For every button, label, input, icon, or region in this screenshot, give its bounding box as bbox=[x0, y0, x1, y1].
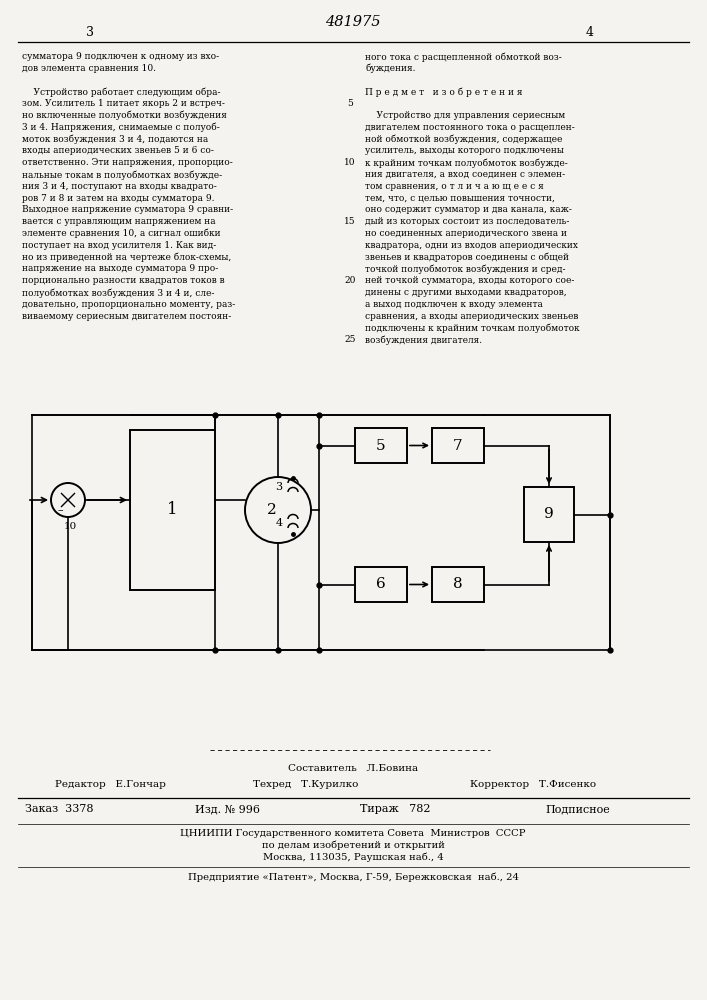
Text: квадратора, одни из входов апериодических: квадратора, одни из входов апериодически… bbox=[365, 241, 578, 250]
Text: Изд. № 996: Изд. № 996 bbox=[195, 804, 260, 814]
Text: ров 7 и 8 и затем на входы сумматора 9.: ров 7 и 8 и затем на входы сумматора 9. bbox=[22, 194, 214, 203]
Text: 25: 25 bbox=[344, 335, 356, 344]
Text: Предприятие «Патент», Москва, Г-59, Бережковская  наб., 24: Предприятие «Патент», Москва, Г-59, Бере… bbox=[187, 872, 518, 882]
Text: –: – bbox=[57, 505, 63, 515]
Text: но из приведенной на чертеже блок-схемы,: но из приведенной на чертеже блок-схемы, bbox=[22, 253, 231, 262]
Bar bbox=[355, 428, 407, 463]
Text: 6: 6 bbox=[376, 578, 386, 591]
Text: 3 и 4. Напряжения, снимаемые с полуоб-: 3 и 4. Напряжения, снимаемые с полуоб- bbox=[22, 123, 220, 132]
Text: 4: 4 bbox=[276, 518, 283, 528]
Text: Заказ  3378: Заказ 3378 bbox=[25, 804, 93, 814]
Text: 8: 8 bbox=[453, 578, 463, 591]
Text: том сравнения, о т л и ч а ю щ е е с я: том сравнения, о т л и ч а ю щ е е с я bbox=[365, 182, 544, 191]
Text: тем, что, с целью повышения точности,: тем, что, с целью повышения точности, bbox=[365, 194, 555, 203]
Text: вается с управляющим напряжением на: вается с управляющим напряжением на bbox=[22, 217, 216, 226]
Text: ния 3 и 4, поступают на входы квадрато-: ния 3 и 4, поступают на входы квадрато- bbox=[22, 182, 217, 191]
Text: подключены к крайним точкам полуобмоток: подключены к крайним точкам полуобмоток bbox=[365, 323, 580, 333]
Text: Составитель   Л.Бовина: Составитель Л.Бовина bbox=[288, 764, 418, 773]
Text: но соединенных апериодического звена и: но соединенных апериодического звена и bbox=[365, 229, 567, 238]
Text: 4: 4 bbox=[586, 25, 594, 38]
Text: моток возбуждения 3 и 4, подаются на: моток возбуждения 3 и 4, подаются на bbox=[22, 135, 209, 144]
Text: Москва, 113035, Раушская наб., 4: Москва, 113035, Раушская наб., 4 bbox=[262, 853, 443, 862]
Text: ного тока с расщепленной обмоткой воз-: ного тока с расщепленной обмоткой воз- bbox=[365, 52, 562, 62]
Text: оно содержит сумматор и два канала, каж-: оно содержит сумматор и два канала, каж- bbox=[365, 205, 572, 214]
Text: 10: 10 bbox=[64, 522, 76, 531]
Text: напряжение на выходе сумматора 9 про-: напряжение на выходе сумматора 9 про- bbox=[22, 264, 218, 273]
Text: Тираж   782: Тираж 782 bbox=[360, 804, 431, 814]
Text: 481975: 481975 bbox=[325, 15, 381, 29]
Text: но включенные полуобмотки возбуждения: но включенные полуобмотки возбуждения bbox=[22, 111, 227, 120]
Text: дов элемента сравнения 10.: дов элемента сравнения 10. bbox=[22, 64, 156, 73]
Text: 15: 15 bbox=[344, 217, 356, 226]
Text: нальные токам в полуобмотках возбужде-: нальные токам в полуобмотках возбужде- bbox=[22, 170, 222, 180]
Text: к крайним точкам полуобмоток возбужде-: к крайним точкам полуобмоток возбужде- bbox=[365, 158, 568, 168]
Bar bbox=[524, 487, 574, 542]
Text: Подписное: Подписное bbox=[545, 804, 609, 814]
Text: усилитель, выходы которого подключены: усилитель, выходы которого подключены bbox=[365, 146, 564, 155]
Text: 7: 7 bbox=[453, 438, 463, 452]
Bar bbox=[130, 430, 215, 590]
Text: Корректор   Т.Фисенко: Корректор Т.Фисенко bbox=[470, 780, 596, 789]
Text: ной обмоткой возбуждения, содержащее: ной обмоткой возбуждения, содержащее bbox=[365, 135, 562, 144]
Text: Устройство работает следующим обра-: Устройство работает следующим обра- bbox=[22, 87, 221, 97]
Text: динены с другими выходами квадраторов,: динены с другими выходами квадраторов, bbox=[365, 288, 566, 297]
Text: 10: 10 bbox=[344, 158, 356, 167]
Text: а выход подключен к входу элемента: а выход подключен к входу элемента bbox=[365, 300, 543, 309]
Text: 2: 2 bbox=[267, 503, 277, 517]
Text: 3: 3 bbox=[276, 482, 283, 492]
Text: сравнения, а входы апериодических звеньев: сравнения, а входы апериодических звенье… bbox=[365, 312, 578, 321]
Text: виваемому сериесным двигателем постоян-: виваемому сериесным двигателем постоян- bbox=[22, 312, 231, 321]
Text: довательно, пропорционально моменту, раз-: довательно, пропорционально моменту, раз… bbox=[22, 300, 235, 309]
Text: 5: 5 bbox=[376, 438, 386, 452]
Bar bbox=[355, 567, 407, 602]
Text: Выходное напряжение сумматора 9 сравни-: Выходное напряжение сумматора 9 сравни- bbox=[22, 205, 233, 214]
Bar bbox=[432, 567, 484, 602]
Bar bbox=[432, 428, 484, 463]
Text: 9: 9 bbox=[544, 508, 554, 522]
Text: П р е д м е т   и з о б р е т е н и я: П р е д м е т и з о б р е т е н и я bbox=[365, 87, 522, 97]
Text: дый из которых состоит из последователь-: дый из которых состоит из последователь- bbox=[365, 217, 569, 226]
Text: буждения.: буждения. bbox=[365, 64, 416, 73]
Text: по делам изобретений и открытий: по делам изобретений и открытий bbox=[262, 841, 445, 850]
Text: поступает на вход усилителя 1. Как вид-: поступает на вход усилителя 1. Как вид- bbox=[22, 241, 216, 250]
Text: точкой полуобмоток возбуждения и сред-: точкой полуобмоток возбуждения и сред- bbox=[365, 264, 566, 274]
Text: 20: 20 bbox=[344, 276, 356, 285]
Text: ЦНИИПИ Государственного комитета Совета  Министров  СССР: ЦНИИПИ Государственного комитета Совета … bbox=[180, 829, 526, 838]
Text: 3: 3 bbox=[86, 25, 94, 38]
Text: порционально разности квадратов токов в: порционально разности квадратов токов в bbox=[22, 276, 225, 285]
Text: 5: 5 bbox=[347, 99, 353, 108]
Text: элементе сравнения 10, а сигнал ошибки: элементе сравнения 10, а сигнал ошибки bbox=[22, 229, 221, 238]
Text: сумматора 9 подключен к одному из вхо-: сумматора 9 подключен к одному из вхо- bbox=[22, 52, 219, 61]
Text: Устройство для управления сериесным: Устройство для управления сериесным bbox=[365, 111, 565, 120]
Text: входы апериодических звеньев 5 и 6 со-: входы апериодических звеньев 5 и 6 со- bbox=[22, 146, 214, 155]
Text: звеньев и квадраторов соединены с общей: звеньев и квадраторов соединены с общей bbox=[365, 253, 569, 262]
Text: полуобмотках возбуждения 3 и 4 и, сле-: полуобмотках возбуждения 3 и 4 и, сле- bbox=[22, 288, 214, 298]
Text: ответственно. Эти напряжения, пропорцио-: ответственно. Эти напряжения, пропорцио- bbox=[22, 158, 233, 167]
Text: ния двигателя, а вход соединен с элемен-: ния двигателя, а вход соединен с элемен- bbox=[365, 170, 565, 179]
Text: Техред   Т.Курилко: Техред Т.Курилко bbox=[253, 780, 358, 789]
Text: 1: 1 bbox=[167, 502, 178, 518]
Text: Редактор   Е.Гончар: Редактор Е.Гончар bbox=[55, 780, 166, 789]
Text: возбуждения двигателя.: возбуждения двигателя. bbox=[365, 335, 482, 345]
Text: двигателем постоянного тока о расщеплен-: двигателем постоянного тока о расщеплен- bbox=[365, 123, 575, 132]
Text: зом. Усилитель 1 питает якорь 2 и встреч-: зом. Усилитель 1 питает якорь 2 и встреч… bbox=[22, 99, 225, 108]
Text: ней точкой сумматора, входы которого сое-: ней точкой сумматора, входы которого сое… bbox=[365, 276, 574, 285]
